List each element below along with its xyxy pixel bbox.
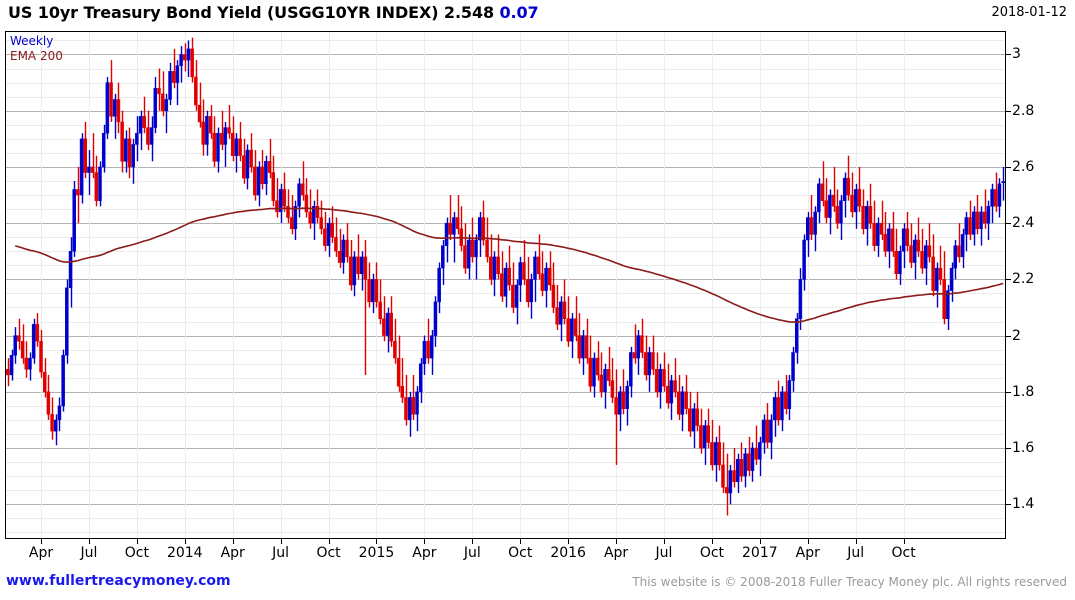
y-axis-tick-mark — [1006, 167, 1011, 168]
y-axis-tick-label: 2 — [1012, 327, 1021, 344]
legend-ema-200: EMA 200 — [10, 49, 63, 63]
plot-area[interactable] — [6, 32, 1005, 538]
x-axis-tick-mark — [89, 539, 90, 544]
page-title: US 10yr Treasury Bond Yield (USGG10YR IN… — [8, 3, 539, 22]
last-value: 2.548 — [443, 3, 495, 22]
x-axis-tick-mark — [472, 539, 473, 544]
copyright-notice: This website is © 2008-2018 Fuller Treac… — [632, 575, 1067, 589]
x-axis-tick-mark — [233, 539, 234, 544]
x-axis-tick-mark — [808, 539, 809, 544]
x-axis-tick-mark — [568, 539, 569, 544]
legend-interval: Weekly — [10, 34, 54, 48]
y-axis-tick-mark — [1006, 448, 1011, 449]
instrument-title: US 10yr Treasury Bond Yield (USGG10YR IN… — [8, 3, 439, 22]
y-axis-tick-label: 1.6 — [1012, 440, 1035, 457]
x-axis-tick-label: Oct — [124, 545, 149, 561]
y-axis: 3 2.8 2.6 2.4 2.2 2 1.8 1.6 1.4 — [1006, 31, 1075, 539]
y-axis-tick-mark — [1006, 54, 1011, 55]
change-value: 0.07 — [499, 3, 539, 22]
x-axis-tick-label: Jul — [655, 545, 673, 561]
x-axis-tick-label: Oct — [699, 545, 725, 561]
grid-layer — [6, 32, 1005, 538]
site-url[interactable]: www.fullertreacymoney.com — [6, 573, 231, 589]
x-axis-tick-label: Jul — [463, 545, 481, 561]
y-axis-tick-label: 2.8 — [1012, 102, 1035, 119]
x-axis-tick-label: Apr — [412, 545, 437, 561]
chart-frame[interactable]: Weekly EMA 200 — [5, 31, 1006, 539]
x-axis-tick-label: Jul — [847, 545, 865, 561]
x-axis-tick-mark — [712, 539, 713, 544]
x-axis-tick-mark — [376, 539, 377, 544]
y-axis-tick-mark — [1006, 336, 1011, 337]
x-axis-tick-mark — [41, 539, 42, 544]
x-axis-tick-label: 2017 — [742, 545, 778, 561]
x-axis-tick-label: Apr — [220, 545, 245, 561]
chart-header: US 10yr Treasury Bond Yield (USGG10YR IN… — [0, 0, 1075, 28]
x-axis-tick-mark — [185, 539, 186, 544]
x-axis-tick-mark — [616, 539, 617, 544]
x-axis-tick-label: 2014 — [166, 545, 203, 561]
y-axis-tick-mark — [1006, 111, 1011, 112]
y-axis-tick-mark — [1006, 504, 1011, 505]
y-axis-tick-label: 1.8 — [1012, 383, 1035, 400]
x-axis-tick-label: 2016 — [550, 545, 586, 561]
y-axis-tick-label: 2.2 — [1012, 271, 1035, 288]
x-axis-tick-mark — [664, 539, 665, 544]
x-axis-tick-label: Apr — [795, 545, 820, 561]
y-axis-tick-label: 2.4 — [1012, 215, 1035, 232]
price-series-layer — [6, 37, 1005, 516]
x-axis-tick-label: Apr — [603, 545, 629, 561]
x-axis-tick-mark — [856, 539, 857, 544]
x-axis-tick-label: Oct — [891, 545, 916, 561]
x-axis-tick-label: 2015 — [358, 545, 395, 561]
x-axis-tick-mark — [424, 539, 425, 544]
y-axis-tick-mark — [1006, 279, 1011, 280]
y-axis-tick-label: 2.6 — [1012, 158, 1035, 175]
x-axis-tick-mark — [137, 539, 138, 544]
y-axis-tick-mark — [1006, 392, 1011, 393]
x-axis-tick-label: Apr — [28, 545, 54, 561]
x-axis-tick-label: Jul — [272, 545, 290, 561]
x-axis-tick-mark — [281, 539, 282, 544]
x-axis-tick-mark — [904, 539, 905, 544]
as-of-date: 2018-01-12 — [991, 5, 1067, 20]
x-axis-tick-mark — [329, 539, 330, 544]
x-axis-tick-mark — [520, 539, 521, 544]
x-axis-tick-label: Oct — [316, 545, 341, 561]
x-axis: Apr Jul Oct 2014 Apr Jul Oct 2015 Apr Jul Oct 2016 A… — [5, 539, 1006, 567]
chart-legend: Weekly EMA 200 — [10, 34, 63, 64]
y-axis-tick-label: 3 — [1012, 46, 1021, 63]
x-axis-tick-label: Jul — [80, 545, 98, 561]
x-axis-tick-label: Oct — [508, 545, 533, 561]
x-axis-tick-mark — [760, 539, 761, 544]
y-axis-tick-mark — [1006, 223, 1011, 224]
y-axis-tick-label: 1.4 — [1012, 496, 1035, 513]
